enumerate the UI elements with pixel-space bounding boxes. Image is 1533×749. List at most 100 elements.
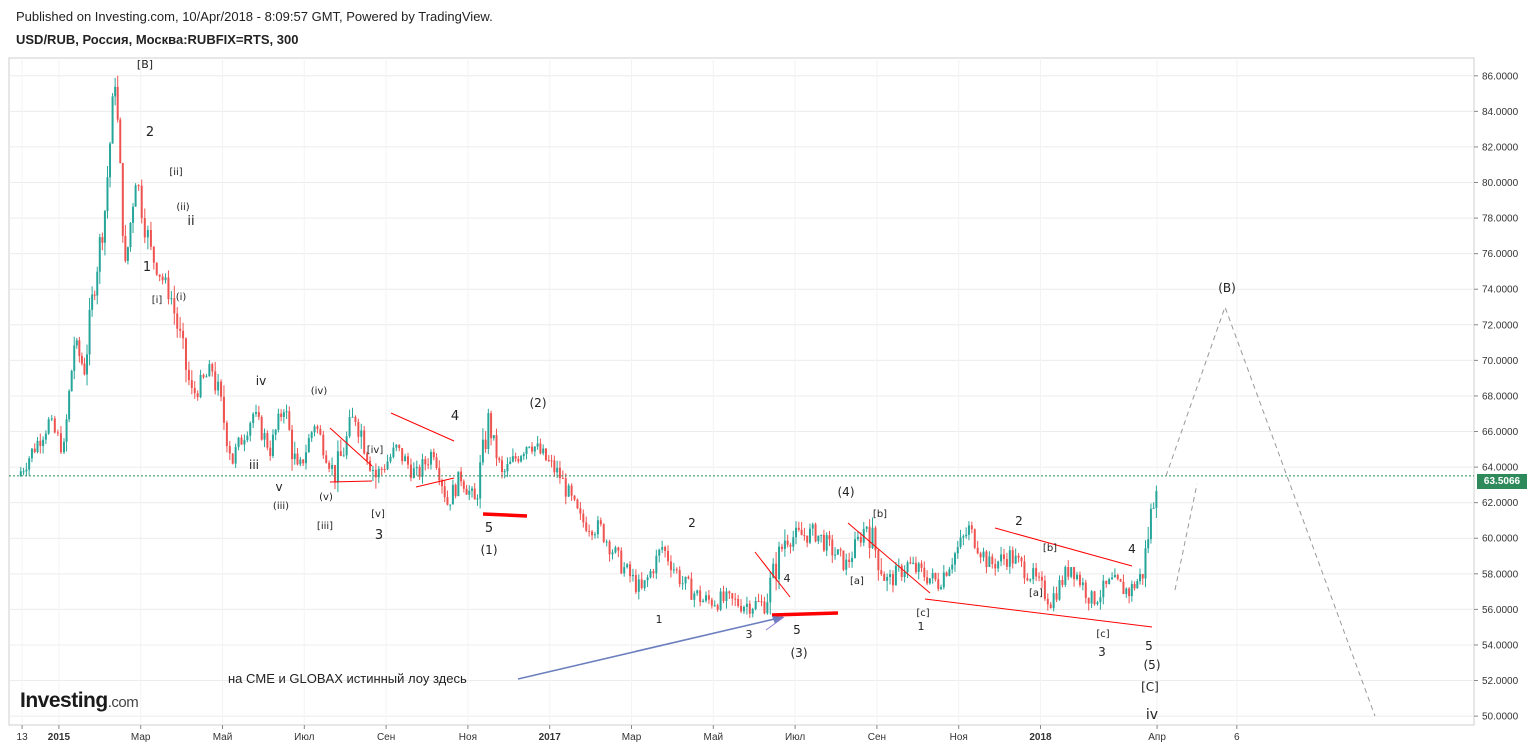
candle-body <box>1111 577 1114 580</box>
candle-body <box>182 330 185 339</box>
candle-body <box>435 457 438 468</box>
candle-body <box>550 460 553 462</box>
wave-labels: [B] 2 [ii] (ii)ii 1 [i] (i) iv iii v (iii) (iv) (v) [… <box>137 58 1236 723</box>
x-tick-label: 2015 <box>48 732 71 743</box>
candle-body <box>1005 558 1008 567</box>
candle-body <box>173 298 176 314</box>
candle-body <box>333 465 336 483</box>
candle-body <box>446 497 449 505</box>
candle-body <box>517 458 520 462</box>
candle-body <box>576 499 579 509</box>
candle-body <box>634 575 637 592</box>
candle-body <box>357 421 360 437</box>
candle-body <box>328 462 331 469</box>
candle-body <box>65 419 68 442</box>
candle-body <box>473 488 476 500</box>
candle-body <box>366 453 369 461</box>
candle-body <box>937 579 940 589</box>
candle-body <box>126 247 129 261</box>
candle-body <box>19 471 22 476</box>
candle-body <box>498 458 501 461</box>
trend-line <box>924 598 1153 628</box>
candle-body <box>1029 579 1032 581</box>
wave-label: 5 <box>1145 639 1153 653</box>
candle-body <box>404 456 407 462</box>
candle-body <box>22 471 25 473</box>
y-tick-label: 54.0000 <box>1482 640 1519 651</box>
x-tick-label: Ноя <box>950 732 968 743</box>
wave-label: ii <box>187 214 194 229</box>
candle-body <box>531 446 534 452</box>
candle-body <box>492 435 495 439</box>
candle-body <box>533 446 536 452</box>
candle-body <box>702 600 705 603</box>
candle-body <box>389 456 392 462</box>
candle-body <box>629 564 632 577</box>
x-tick-label: Май <box>213 732 233 743</box>
y-tick-label: 76.0000 <box>1482 249 1519 260</box>
candle-body <box>997 561 1000 569</box>
candle-body <box>783 540 786 549</box>
candle-body <box>547 460 550 462</box>
wave-label: (i) <box>176 292 187 303</box>
candle-body <box>953 553 956 565</box>
candle-body <box>982 551 985 558</box>
candle-body <box>836 549 839 555</box>
candle-body <box>591 531 594 536</box>
x-tick-label: Сен <box>868 732 886 743</box>
candle-body <box>354 416 357 422</box>
candle-body <box>704 595 707 601</box>
candle-body <box>363 430 366 454</box>
candle-body <box>623 567 626 574</box>
candle-body <box>696 590 699 594</box>
wave-label: [a] <box>850 576 864 587</box>
candle-body <box>994 564 997 569</box>
candle-body <box>307 438 310 453</box>
candle-body <box>424 459 427 465</box>
candle-body <box>96 271 99 296</box>
x-tick-label: 2018 <box>1029 732 1052 743</box>
candlestick-series <box>19 75 1158 618</box>
candle-body <box>129 222 132 248</box>
x-tick-label: 6 <box>1234 732 1240 743</box>
candle-body <box>1052 593 1055 609</box>
wave-label: 4 <box>784 572 791 585</box>
candle-body <box>1073 567 1076 580</box>
x-tick-label: Сен <box>377 732 395 743</box>
projection-ray <box>1174 483 1198 591</box>
candle-body <box>487 413 490 450</box>
candle-body <box>649 571 652 578</box>
trend-lines <box>9 305 1474 717</box>
candle-body <box>158 274 161 277</box>
candle-body <box>243 440 246 445</box>
candle-body <box>263 433 266 440</box>
candle-body <box>137 185 140 187</box>
candle-body <box>285 411 288 413</box>
candle-body <box>395 444 398 448</box>
candle-body <box>401 448 404 462</box>
candle-body <box>906 562 909 573</box>
candle-body <box>909 562 912 564</box>
arrow-head <box>772 616 783 624</box>
trend-line <box>415 477 455 488</box>
candle-body <box>948 569 951 576</box>
candle-body <box>1040 576 1043 581</box>
y-tick-label: 58.0000 <box>1482 569 1519 580</box>
wave-label: (3) <box>791 646 808 660</box>
candle-body <box>36 440 39 453</box>
candle-body <box>1058 580 1061 600</box>
candle-body <box>877 550 880 571</box>
wave-label: 2 <box>146 125 154 140</box>
wave-label: [b] <box>873 509 887 520</box>
candle-body <box>86 354 89 375</box>
candle-body <box>88 309 91 355</box>
candle-body <box>199 374 202 398</box>
candle-body <box>91 294 94 310</box>
candle-body <box>707 595 710 600</box>
candle-body <box>1093 591 1096 605</box>
candle-body <box>751 608 754 614</box>
candle-body <box>331 465 334 469</box>
candle-body <box>170 298 173 300</box>
candle-body <box>429 451 432 465</box>
